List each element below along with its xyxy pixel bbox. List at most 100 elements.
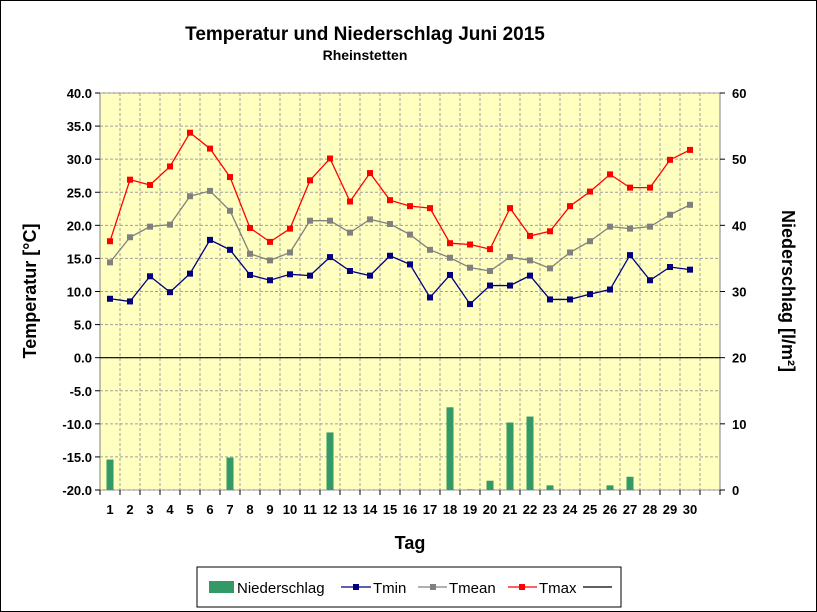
- x-tick-label: 13: [343, 502, 357, 517]
- point-tmax: [627, 184, 633, 191]
- x-tick-label: 2: [126, 502, 133, 517]
- point-tmean: [587, 238, 593, 245]
- legend-marker-tmean: [430, 584, 436, 590]
- point-tmin: [527, 272, 533, 279]
- bar-niederschlag: [546, 485, 554, 490]
- x-tick-label: 29: [663, 502, 677, 517]
- point-tmean: [127, 234, 133, 241]
- x-tick-label: 20: [483, 502, 497, 517]
- x-tick-label: 6: [206, 502, 213, 517]
- x-tick-label: 27: [623, 502, 637, 517]
- bar-niederschlag: [226, 457, 234, 490]
- point-tmin: [587, 291, 593, 298]
- x-tick-label: 11: [303, 502, 317, 517]
- legend-label-niederschlag: Niederschlag: [237, 580, 325, 597]
- point-tmin: [187, 270, 193, 277]
- y-tick-label-left: -15.0: [62, 450, 92, 465]
- x-tick-label: 12: [323, 502, 337, 517]
- point-tmin: [487, 282, 493, 289]
- legend-marker-tmin: [353, 584, 359, 590]
- y-tick-label-left: -5.0: [70, 384, 92, 399]
- chart-subtitle: Rheinstetten: [323, 47, 408, 63]
- point-tmax: [167, 163, 173, 170]
- point-tmin: [227, 246, 233, 253]
- point-tmean: [607, 223, 613, 230]
- x-tick-label: 30: [683, 502, 697, 517]
- point-tmax: [687, 146, 693, 153]
- y-tick-label-left: 25.0: [67, 185, 92, 200]
- x-tick-label: 21: [503, 502, 517, 517]
- point-tmin: [347, 267, 353, 274]
- point-tmean: [307, 217, 313, 224]
- point-tmax: [147, 181, 153, 188]
- y-tick-label-left: 20.0: [67, 218, 92, 233]
- point-tmin: [167, 289, 173, 296]
- point-tmax: [587, 188, 593, 195]
- point-tmin: [287, 271, 293, 278]
- point-tmean: [107, 259, 113, 266]
- legend-swatch-niederschlag: [209, 581, 234, 593]
- point-tmax: [467, 241, 473, 248]
- x-tick-label: 24: [563, 502, 578, 517]
- y-tick-label-left: 35.0: [67, 119, 92, 134]
- x-tick-label: 9: [266, 502, 273, 517]
- point-tmean: [667, 211, 673, 218]
- point-tmin: [367, 272, 373, 279]
- point-tmax: [327, 155, 333, 162]
- y-axis-left-label: Temperatur [°C]: [20, 224, 40, 359]
- point-tmax: [447, 240, 453, 247]
- y-tick-label-left: 0.0: [74, 351, 92, 366]
- point-tmean: [507, 254, 513, 261]
- y-axis-left: 40.0 35.0 30.0 25.0 20.0 15.0 10.0 5.0 0.0 -5.0 -1…: [62, 86, 100, 498]
- point-tmin: [547, 296, 553, 303]
- point-tmax: [427, 205, 433, 212]
- line-tmean: [109, 190, 691, 272]
- point-tmean: [207, 187, 213, 194]
- point-tmin: [147, 273, 153, 280]
- x-tick-label: 5: [186, 502, 193, 517]
- point-tmean: [167, 221, 173, 228]
- legend-box: [196, 566, 622, 608]
- point-tmean: [627, 225, 633, 232]
- point-tmean: [367, 216, 373, 223]
- x-tick-label: 18: [443, 502, 457, 517]
- line-tmin: [109, 239, 691, 306]
- y-tick-label-left: -20.0: [62, 483, 92, 498]
- point-tmin: [407, 261, 413, 268]
- y-tick-label-left: 5.0: [74, 318, 92, 333]
- point-tmean: [287, 249, 293, 256]
- point-tmax: [547, 228, 553, 235]
- y-axis-right-label: Niederschlag [l/m²]: [778, 210, 798, 372]
- legend-label-tmin: Tmin: [373, 580, 406, 597]
- point-tmax: [527, 232, 533, 239]
- point-tmin: [667, 264, 673, 271]
- point-tmin: [447, 271, 453, 278]
- point-tmean: [347, 229, 353, 236]
- point-tmean: [387, 221, 393, 228]
- point-tmean: [447, 254, 453, 261]
- y-axis-right: 60 50 40 30 20 10 0: [720, 86, 746, 498]
- point-tmax: [307, 177, 313, 184]
- x-tick-label: 17: [423, 502, 437, 517]
- y-tick-label-right: 50: [732, 152, 746, 167]
- x-tick-label: 8: [246, 502, 253, 517]
- point-tmin: [467, 301, 473, 308]
- point-tmax: [267, 238, 273, 245]
- point-tmean: [547, 265, 553, 272]
- y-tick-label-right: 10: [732, 417, 746, 432]
- point-tmean: [527, 257, 533, 264]
- point-tmax: [187, 129, 193, 136]
- x-tick-label: 1: [106, 502, 113, 517]
- point-tmin: [327, 254, 333, 261]
- point-tmean: [467, 264, 473, 271]
- point-tmean: [147, 223, 153, 230]
- point-tmax: [387, 197, 393, 204]
- point-tmin: [127, 298, 133, 305]
- bar-niederschlag: [606, 485, 614, 490]
- x-tick-label: 7: [226, 502, 233, 517]
- point-tmax: [507, 205, 513, 212]
- x-tick-label: 4: [166, 502, 174, 517]
- point-tmax: [367, 170, 373, 177]
- legend-label-tmean: Tmean: [449, 580, 496, 597]
- bar-niederschlag: [526, 416, 534, 490]
